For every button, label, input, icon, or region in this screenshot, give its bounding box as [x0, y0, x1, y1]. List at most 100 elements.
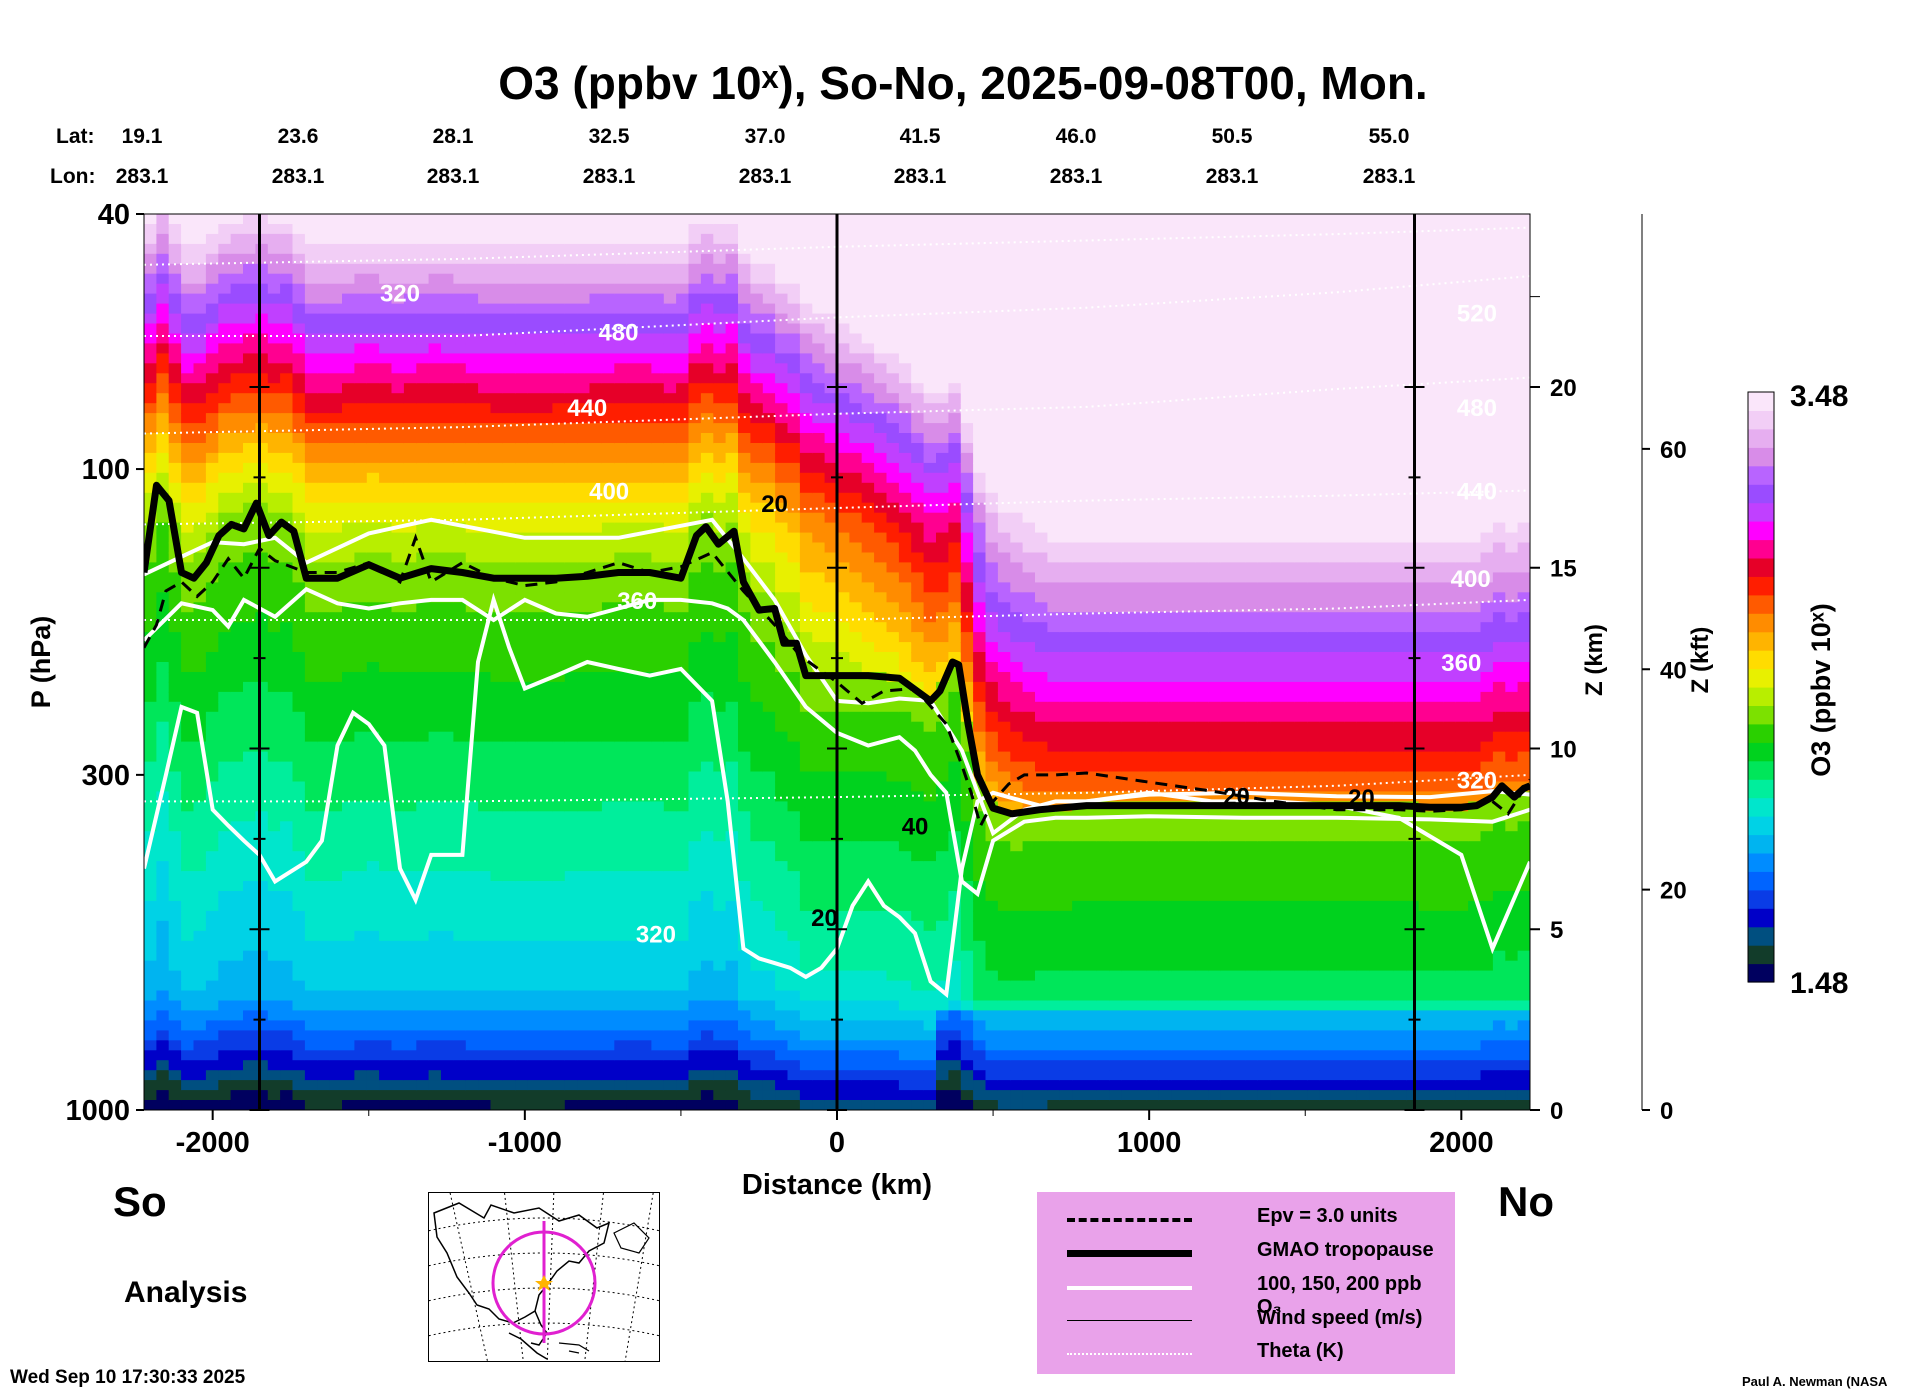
ozone-cell: [688, 920, 702, 932]
ozone-cell: [663, 781, 677, 793]
ozone-cell: [230, 1070, 244, 1081]
ozone-cell: [502, 930, 517, 942]
ozone-cell: [799, 1000, 814, 1012]
ozone-cell: [317, 224, 331, 235]
ozone-cell: [205, 761, 220, 773]
ozone-cell: [812, 612, 826, 623]
ozone-cell: [564, 960, 578, 972]
ozone-cell: [552, 781, 566, 793]
ozone-cell: [156, 761, 170, 773]
ozone-cell: [651, 871, 665, 882]
ozone-cell: [243, 691, 257, 703]
ozone-cell: [379, 383, 393, 394]
ozone-cell: [304, 303, 319, 315]
ozone-cell: [366, 572, 380, 584]
ozone-cell: [725, 701, 739, 713]
ozone-cell: [540, 891, 554, 902]
ozone-cell: [342, 741, 356, 753]
ozone-cell: [230, 383, 244, 394]
ozone-cell: [639, 552, 653, 564]
ozone-cell: [230, 1020, 244, 1032]
ozone-cell: [304, 423, 319, 434]
ozone-cell: [428, 403, 442, 414]
ozone-cell: [651, 632, 665, 643]
ozone-cell: [267, 1040, 281, 1052]
ozone-cell: [540, 831, 554, 842]
ozone-cell: [342, 751, 356, 763]
ozone-cell: [453, 293, 467, 305]
ozone-cell: [329, 672, 343, 683]
ozone-cell: [688, 1030, 702, 1042]
ozone-cell: [205, 452, 220, 464]
ozone-cell: [292, 343, 306, 355]
ozone-cell: [280, 502, 294, 514]
ozone-cell: [750, 502, 764, 514]
ozone-cell: [428, 1080, 442, 1091]
ozone-cell: [589, 403, 603, 414]
ozone-cell: [168, 801, 182, 813]
ozone-cell: [478, 512, 492, 524]
ozone-cell: [601, 1030, 616, 1042]
ozone-cell: [478, 741, 492, 753]
ozone-cell: [218, 413, 232, 424]
ozone-cell: [156, 283, 170, 295]
ozone-cell: [688, 771, 702, 783]
ozone-cell: [626, 691, 640, 703]
ozone-cell: [243, 433, 257, 444]
ozone-cell: [342, 522, 356, 534]
ozone-cell: [700, 731, 715, 743]
ozone-cell: [540, 1060, 554, 1071]
ozone-cell: [775, 821, 789, 833]
ozone-cell: [168, 333, 182, 345]
ozone-cell: [453, 502, 467, 514]
ozone-cell: [824, 293, 838, 305]
ozone-cell: [812, 313, 826, 325]
ozone-cell: [366, 1000, 380, 1012]
ozone-cell: [304, 841, 319, 852]
ozone-cell: [626, 582, 640, 594]
ozone-cell: [243, 662, 257, 673]
ozone-cell: [515, 263, 529, 275]
ozone-cell: [329, 821, 343, 833]
ozone-cell: [168, 980, 182, 992]
ozone-cell: [676, 283, 690, 295]
ozone-cell: [614, 652, 628, 663]
ozone-cell: [700, 383, 715, 394]
ozone-cell: [453, 871, 467, 882]
ozone-cell: [181, 930, 195, 942]
ozone-cell: [230, 711, 244, 723]
ozone-cell: [230, 741, 244, 753]
ozone-cell: [688, 940, 702, 952]
ozone-cell: [193, 920, 207, 932]
ozone-cell: [502, 891, 517, 902]
ozone-cell: [651, 811, 665, 823]
ozone-cell: [453, 691, 467, 703]
ozone-cell: [502, 243, 517, 255]
ozone-cell: [799, 861, 814, 872]
ozone-cell: [787, 691, 801, 703]
ozone-cell: [713, 303, 727, 315]
ozone-cell: [515, 423, 529, 434]
ozone-cell: [156, 393, 170, 404]
ozone-cell: [787, 1020, 801, 1032]
ozone-cell: [589, 1020, 603, 1032]
ozone-cell: [601, 323, 616, 335]
ozone-cell: [329, 582, 343, 594]
ozone-cell: [453, 443, 467, 454]
ozone-cell: [663, 263, 677, 275]
ozone-cell: [267, 761, 281, 773]
ozone-cell: [181, 214, 195, 225]
ozone-cell: [626, 313, 640, 325]
ozone-cell: [193, 891, 207, 902]
ozone-cell: [441, 502, 455, 514]
ozone-cell: [243, 373, 257, 385]
ozone-cell: [391, 801, 405, 813]
ozone-cell: [762, 761, 776, 773]
ozone-cell: [379, 652, 393, 663]
ozone-cell: [354, 1020, 368, 1032]
ozone-cell: [193, 950, 207, 962]
ozone-cell: [317, 413, 331, 424]
ozone-cell: [292, 930, 306, 942]
ozone-cell: [812, 721, 826, 733]
ozone-cell: [738, 452, 752, 464]
